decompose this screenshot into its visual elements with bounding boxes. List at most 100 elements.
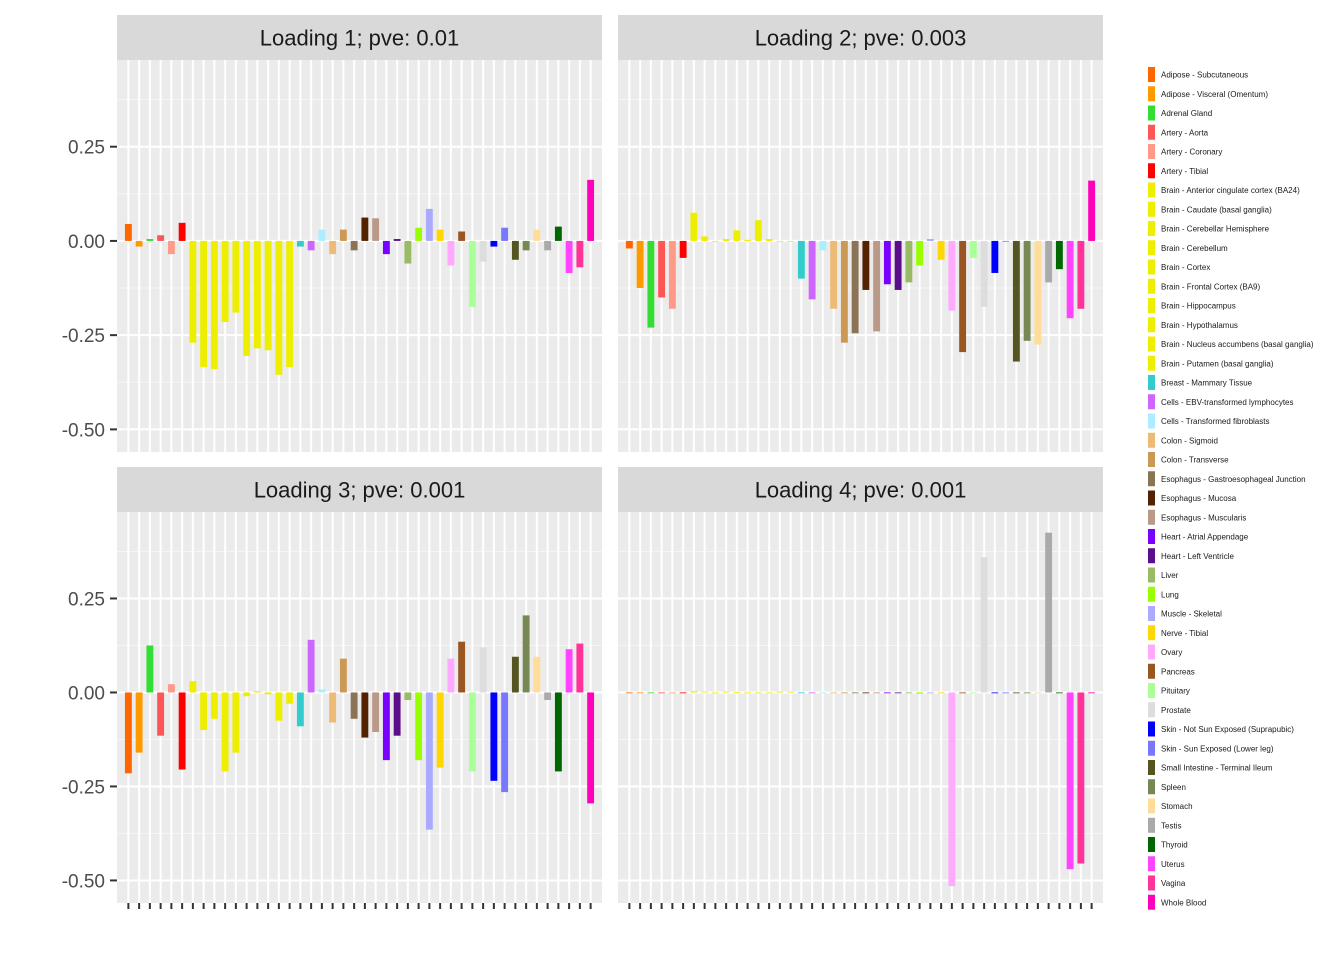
legend-label: Brain - Cerebellum bbox=[1161, 244, 1228, 253]
bar-5 bbox=[668, 692, 676, 694]
bar-24 bbox=[372, 692, 380, 732]
panel-3: Loading 3; pve: 0.001 0.25 0.00 -0.25 -0.50 bbox=[62, 467, 602, 909]
legend-swatch bbox=[1148, 221, 1155, 236]
bar-19 bbox=[819, 692, 827, 694]
bar-12 bbox=[243, 692, 251, 697]
bar-24 bbox=[873, 692, 881, 694]
bar-17 bbox=[296, 692, 304, 727]
bar-14 bbox=[264, 240, 272, 351]
legend-label: Adrenal Gland bbox=[1161, 109, 1212, 118]
legend-swatch bbox=[1148, 798, 1155, 814]
bar-40 bbox=[544, 692, 552, 700]
panel-strip bbox=[117, 15, 602, 60]
legend-label: Muscle - Skeletal bbox=[1161, 610, 1222, 619]
legend-swatch bbox=[1148, 201, 1155, 217]
bar-34 bbox=[479, 647, 487, 693]
legend-swatch bbox=[1148, 259, 1155, 275]
bar-9 bbox=[210, 240, 218, 370]
bar-13 bbox=[754, 692, 762, 694]
bar-18 bbox=[808, 692, 816, 694]
legend-swatch bbox=[1148, 163, 1155, 179]
bar-42 bbox=[1066, 692, 1074, 870]
bar-17 bbox=[797, 692, 805, 694]
panel-title: Loading 3; pve: 0.001 bbox=[254, 478, 466, 503]
bar-2 bbox=[135, 240, 143, 247]
bar-9 bbox=[711, 240, 719, 242]
legend-item: Brain - Putamen (basal ganglia) bbox=[1148, 355, 1274, 371]
legend-label: Vagina bbox=[1161, 879, 1186, 888]
bar-22 bbox=[350, 240, 358, 251]
bar-5 bbox=[167, 240, 175, 255]
legend-label: Whole Blood bbox=[1161, 898, 1206, 907]
bar-26 bbox=[393, 692, 401, 736]
bar-21 bbox=[339, 229, 347, 241]
legend-item: Colon - Sigmoid bbox=[1148, 432, 1218, 448]
bar-14 bbox=[264, 692, 272, 695]
legend-label: Brain - Caudate (basal ganglia) bbox=[1161, 205, 1272, 214]
bar-13 bbox=[253, 691, 261, 693]
legend-item: Adipose - Visceral (Omentum) bbox=[1148, 86, 1268, 102]
legend-item: Brain - Nucleus accumbens (basal ganglia… bbox=[1148, 336, 1314, 352]
legend-item: Adipose - Subcutaneous bbox=[1148, 67, 1248, 82]
legend-swatch bbox=[1148, 394, 1155, 410]
bar-17 bbox=[797, 240, 805, 279]
legend-label: Esophagus - Gastroesophageal Junction bbox=[1161, 475, 1306, 484]
bar-39 bbox=[1034, 240, 1042, 345]
bar-37 bbox=[511, 240, 519, 260]
bar-8 bbox=[701, 236, 709, 241]
legend-label: Colon - Transverse bbox=[1161, 456, 1229, 465]
bar-36 bbox=[501, 227, 509, 241]
bar-10 bbox=[722, 239, 730, 241]
legend-swatch bbox=[1148, 144, 1155, 159]
bar-21 bbox=[339, 658, 347, 693]
legend-item: Liver bbox=[1148, 567, 1179, 583]
bar-20 bbox=[830, 240, 838, 309]
legend-swatch bbox=[1148, 432, 1155, 448]
y-tick-label: 0.25 bbox=[68, 138, 105, 159]
bar-14 bbox=[765, 239, 773, 241]
legend-swatch bbox=[1148, 336, 1155, 352]
bar-31 bbox=[948, 692, 956, 887]
bar-19 bbox=[318, 229, 326, 241]
bar-19 bbox=[819, 240, 827, 251]
legend-label: Lung bbox=[1161, 590, 1179, 599]
bar-7 bbox=[690, 212, 698, 241]
bar-11 bbox=[733, 230, 741, 241]
bar-29 bbox=[425, 208, 433, 241]
legend-label: Esophagus - Mucosa bbox=[1161, 494, 1237, 503]
bar-11 bbox=[232, 240, 240, 313]
legend-label: Brain - Frontal Cortex (BA9) bbox=[1161, 282, 1260, 291]
bar-5 bbox=[668, 240, 676, 309]
legend-item: Skin - Sun Exposed (Lower leg) bbox=[1148, 740, 1274, 756]
bar-9 bbox=[210, 692, 218, 719]
bar-26 bbox=[393, 239, 401, 241]
legend-label: Testis bbox=[1161, 821, 1181, 830]
bar-6 bbox=[178, 692, 186, 770]
legend-item: Brain - Frontal Cortex (BA9) bbox=[1148, 278, 1260, 294]
bar-33 bbox=[969, 240, 977, 258]
legend-item: Heart - Atrial Appendage bbox=[1148, 529, 1249, 544]
legend-label: Uterus bbox=[1161, 860, 1185, 869]
bar-3 bbox=[647, 240, 655, 328]
legend-item: Pituitary bbox=[1148, 683, 1190, 698]
panel-strip bbox=[618, 15, 1103, 60]
bar-10 bbox=[221, 692, 229, 772]
bar-25 bbox=[883, 240, 891, 285]
legend-label: Pituitary bbox=[1161, 687, 1190, 696]
bar-12 bbox=[243, 240, 251, 356]
bar-28 bbox=[916, 240, 924, 266]
bar-42 bbox=[565, 649, 573, 693]
legend-label: Brain - Cortex bbox=[1161, 263, 1210, 272]
panel-2: Loading 2; pve: 0.003 bbox=[618, 15, 1103, 452]
bar-16 bbox=[787, 240, 795, 242]
bar-44 bbox=[587, 179, 595, 241]
legend-item: Muscle - Skeletal bbox=[1148, 606, 1222, 621]
bar-13 bbox=[754, 220, 762, 241]
bar-39 bbox=[533, 229, 541, 241]
bar-23 bbox=[862, 692, 870, 694]
legend-item: Prostate bbox=[1148, 702, 1191, 718]
bar-16 bbox=[286, 692, 294, 704]
legend-label: Ovary bbox=[1161, 648, 1182, 657]
legend-label: Adipose - Subcutaneous bbox=[1161, 71, 1248, 80]
bar-20 bbox=[329, 240, 337, 255]
